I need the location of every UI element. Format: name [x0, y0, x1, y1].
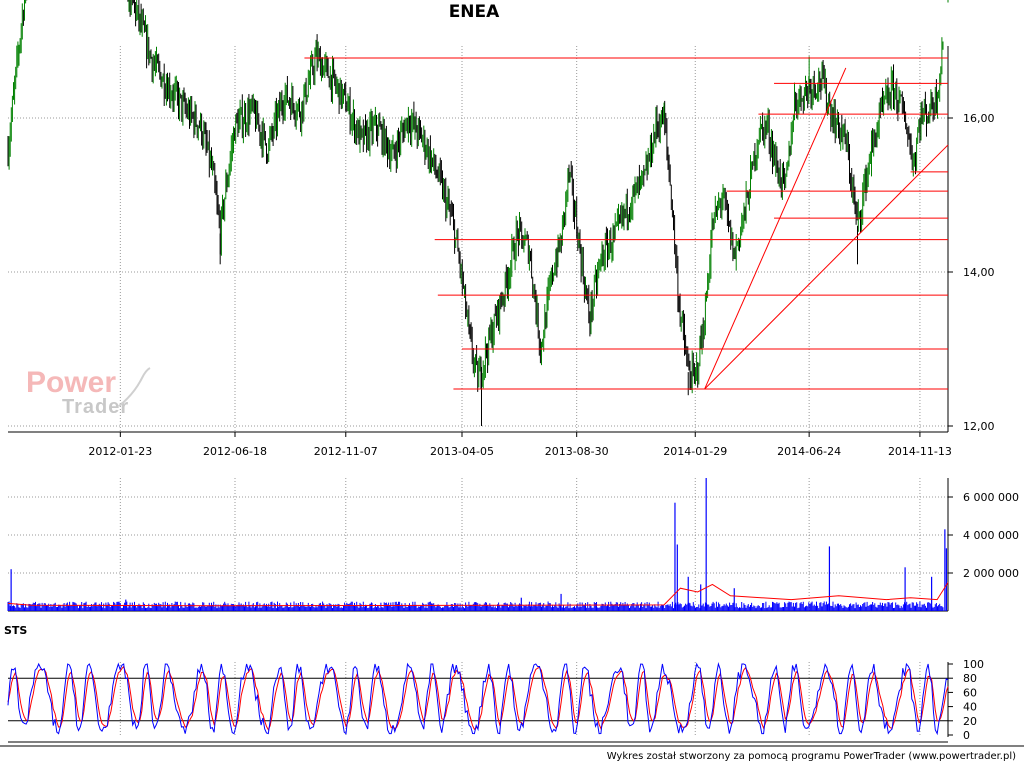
sts-y-tick-label: 60 [963, 686, 977, 699]
trend-line [704, 67, 847, 390]
footer-credit: Wykres został stworzony za pomocą progra… [606, 751, 1016, 762]
volume-y-tick-label: 2 000 000 [963, 567, 1019, 580]
powertrader-logo: Power Trader [24, 366, 174, 426]
x-tick-label: 2012-01-23 [88, 445, 152, 458]
sts-y-tick-label: 100 [963, 658, 984, 671]
price-y-tick-label: 16,00 [963, 112, 995, 125]
sts-y-tick-label: 80 [963, 672, 977, 685]
logo-word-trader: Trader [62, 396, 130, 418]
logo-word-power: Power [26, 366, 117, 399]
price-y-tick-label: 12,00 [963, 420, 995, 433]
x-tick-label: 2014-11-13 [888, 445, 952, 458]
volume-average-line [7, 582, 949, 607]
sts-panel-label: STS [4, 624, 28, 637]
sts-y-tick-label: 40 [963, 701, 977, 714]
axis-tick-labels: 2012-01-23 2012-06-18 2012-11-07 2013-04-05… [88, 112, 1019, 742]
price-series [7, 0, 949, 426]
volume-y-tick-label: 6 000 000 [963, 491, 1019, 504]
x-tick-label: 2013-04-05 [430, 445, 494, 458]
volume-series [7, 478, 949, 611]
x-tick-label: 2012-06-18 [203, 445, 267, 458]
x-tick-label: 2013-08-30 [545, 445, 609, 458]
price-y-tick-label: 14,00 [963, 266, 995, 279]
chart-title: ENEA [448, 2, 500, 22]
sts-k-line [7, 662, 949, 736]
x-tick-label: 2014-01-29 [663, 445, 727, 458]
sts-y-tick-label: 0 [963, 729, 970, 742]
volume-y-tick-label: 4 000 000 [963, 529, 1019, 542]
sts-y-tick-label: 20 [963, 715, 977, 728]
logo-swoosh-icon [118, 367, 151, 407]
x-tick-label: 2012-11-07 [314, 445, 378, 458]
sts-series [7, 662, 949, 736]
support-resistance-lines [304, 57, 949, 390]
trend-line [704, 144, 949, 390]
x-tick-label: 2014-06-24 [777, 445, 841, 458]
